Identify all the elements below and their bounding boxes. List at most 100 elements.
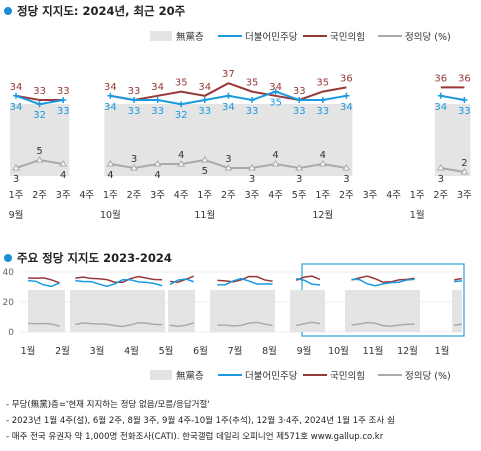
month-tick-label: 6월	[193, 345, 208, 357]
none-band-1	[104, 104, 353, 176]
data-label-ppp: 34	[10, 82, 23, 93]
legend-label-justice: 정의당 (%)	[405, 32, 451, 43]
week-tick-label: 1주	[103, 190, 118, 201]
data-label-justice: 2	[461, 158, 467, 169]
point-minjoo	[36, 101, 43, 108]
month-tick-label: 1월	[21, 345, 36, 357]
week-tick-label: 3주	[150, 190, 165, 201]
point-justice	[271, 160, 280, 167]
legend-label-minjoo: 더불어민주당	[245, 371, 298, 382]
week-tick-label: 4주	[386, 190, 401, 201]
data-label-minjoo: 34	[340, 102, 353, 113]
point-minjoo	[461, 97, 468, 103]
week-tick-label: 1주	[315, 190, 330, 201]
series-justice-line-6	[453, 323, 463, 327]
data-label-justice: 4	[154, 170, 160, 181]
series-ppp-line-6	[453, 277, 463, 281]
week-tick-label: 3주	[245, 190, 260, 201]
point-justice	[35, 156, 44, 163]
point-justice	[106, 160, 115, 167]
data-label-minjoo: 34	[434, 102, 447, 113]
y-tick-label: 20	[3, 298, 15, 308]
legend-label-none: 無黨층	[176, 370, 204, 382]
data-label-justice: 3	[225, 154, 231, 165]
month-tick-label: 11월	[363, 345, 384, 357]
month-tick-label: 5월	[159, 345, 174, 357]
data-label-justice: 4	[178, 150, 184, 161]
chart1-svg: 無黨층 더불어민주당 국민의힘 정의당 (%)34 33 33 34 33 34 35 343735…	[9, 31, 472, 221]
point-justice	[130, 164, 138, 171]
data-label-ppp: 34	[104, 82, 117, 93]
data-label-ppp: 35	[316, 78, 329, 89]
chart2-title: 주요 정당 지지도 2023-2024	[4, 250, 172, 266]
month-tick-label: 9월	[297, 345, 312, 357]
week-tick-label: 2주	[433, 190, 448, 201]
point-minjoo	[319, 97, 326, 103]
week-tick-label: 2주	[127, 190, 142, 201]
data-label-minjoo: 33	[198, 106, 211, 117]
none-band-1	[70, 290, 165, 332]
data-label-justice: 3	[249, 174, 255, 185]
data-label-ppp: 33	[33, 86, 46, 97]
month-tick-label: 8월	[262, 345, 277, 357]
week-tick-label: 5주	[292, 190, 307, 201]
legend-label-justice: 정의당 (%)	[405, 371, 451, 382]
point-minjoo	[60, 97, 67, 103]
data-label-justice: 3	[343, 174, 349, 185]
data-label-ppp: 34	[269, 82, 282, 93]
point-minjoo	[131, 97, 137, 103]
series-ppp-line-0	[15, 94, 64, 101]
point-justice	[59, 160, 68, 167]
chart2-title-text: 주요 정당 지지도 2023-2024	[17, 251, 172, 265]
week-tick-label: 1주	[410, 190, 425, 201]
series-minjoo-line-2	[169, 278, 194, 286]
series-minjoo-line-4	[296, 277, 321, 286]
data-label-minjoo: 33	[458, 106, 471, 117]
month-tick-label: 4월	[124, 345, 139, 357]
legend-label-none: 無黨층	[176, 31, 204, 43]
chart2-svg: 40 20 0 1월 2월 3월 4월 5월 6월 7월 8월 9월 10월 11월 12월 1월 無黨층 더불어…	[3, 263, 465, 382]
series-minjoo-line-3	[217, 277, 273, 286]
data-label-minjoo: 33	[246, 106, 259, 117]
data-label-justice: 4	[107, 170, 113, 181]
series-justice-line-1	[75, 321, 163, 328]
week-tick-label: 4주	[268, 190, 283, 201]
point-justice	[200, 156, 209, 163]
none-band-2	[434, 104, 471, 176]
week-tick-label: 4주	[174, 190, 189, 201]
point-justice	[318, 160, 327, 167]
series-minjoo-line-2	[440, 94, 465, 101]
point-minjoo	[13, 92, 19, 99]
point-minjoo	[296, 97, 303, 103]
legend-label-ppp: 국민의힘	[330, 371, 365, 382]
legend-swatch-none	[150, 31, 172, 41]
point-justice	[12, 164, 20, 171]
month-tick-label: 1월	[410, 209, 425, 221]
data-label-ppp: 36	[340, 73, 353, 84]
bullet-icon	[4, 254, 12, 262]
week-tick-label: 1주	[197, 190, 212, 201]
point-justice	[295, 164, 304, 171]
point-minjoo	[272, 88, 279, 95]
data-label-ppp: 37	[222, 69, 235, 80]
data-label-minjoo: 34	[222, 102, 235, 113]
legend-label-minjoo: 더불어민주당	[245, 32, 298, 43]
data-label-ppp: 35	[246, 78, 259, 89]
data-label-ppp: 35	[175, 78, 188, 89]
data-label-justice: 5	[202, 166, 208, 177]
week-tick-label: 3주	[56, 190, 71, 201]
week-tick-label: 4주	[79, 190, 94, 201]
data-label-justice: 3	[296, 174, 302, 185]
series-ppp-line-3	[217, 275, 273, 283]
chart1-title-text: 정당 지지도: 2024년, 최근 20주	[17, 4, 186, 18]
data-label-minjoo: 34	[104, 102, 117, 113]
month-tick-label: 9월	[9, 209, 24, 221]
week-tick-label: 1주	[9, 190, 24, 201]
data-label-ppp: 33	[128, 86, 141, 97]
month-tick-label: 10월	[328, 345, 349, 357]
data-label-justice: 4	[272, 150, 278, 161]
month-tick-label: 12월	[397, 345, 418, 357]
data-label-justice: 3	[438, 174, 444, 185]
point-minjoo	[249, 97, 255, 103]
y-tick-label: 40	[3, 268, 15, 278]
